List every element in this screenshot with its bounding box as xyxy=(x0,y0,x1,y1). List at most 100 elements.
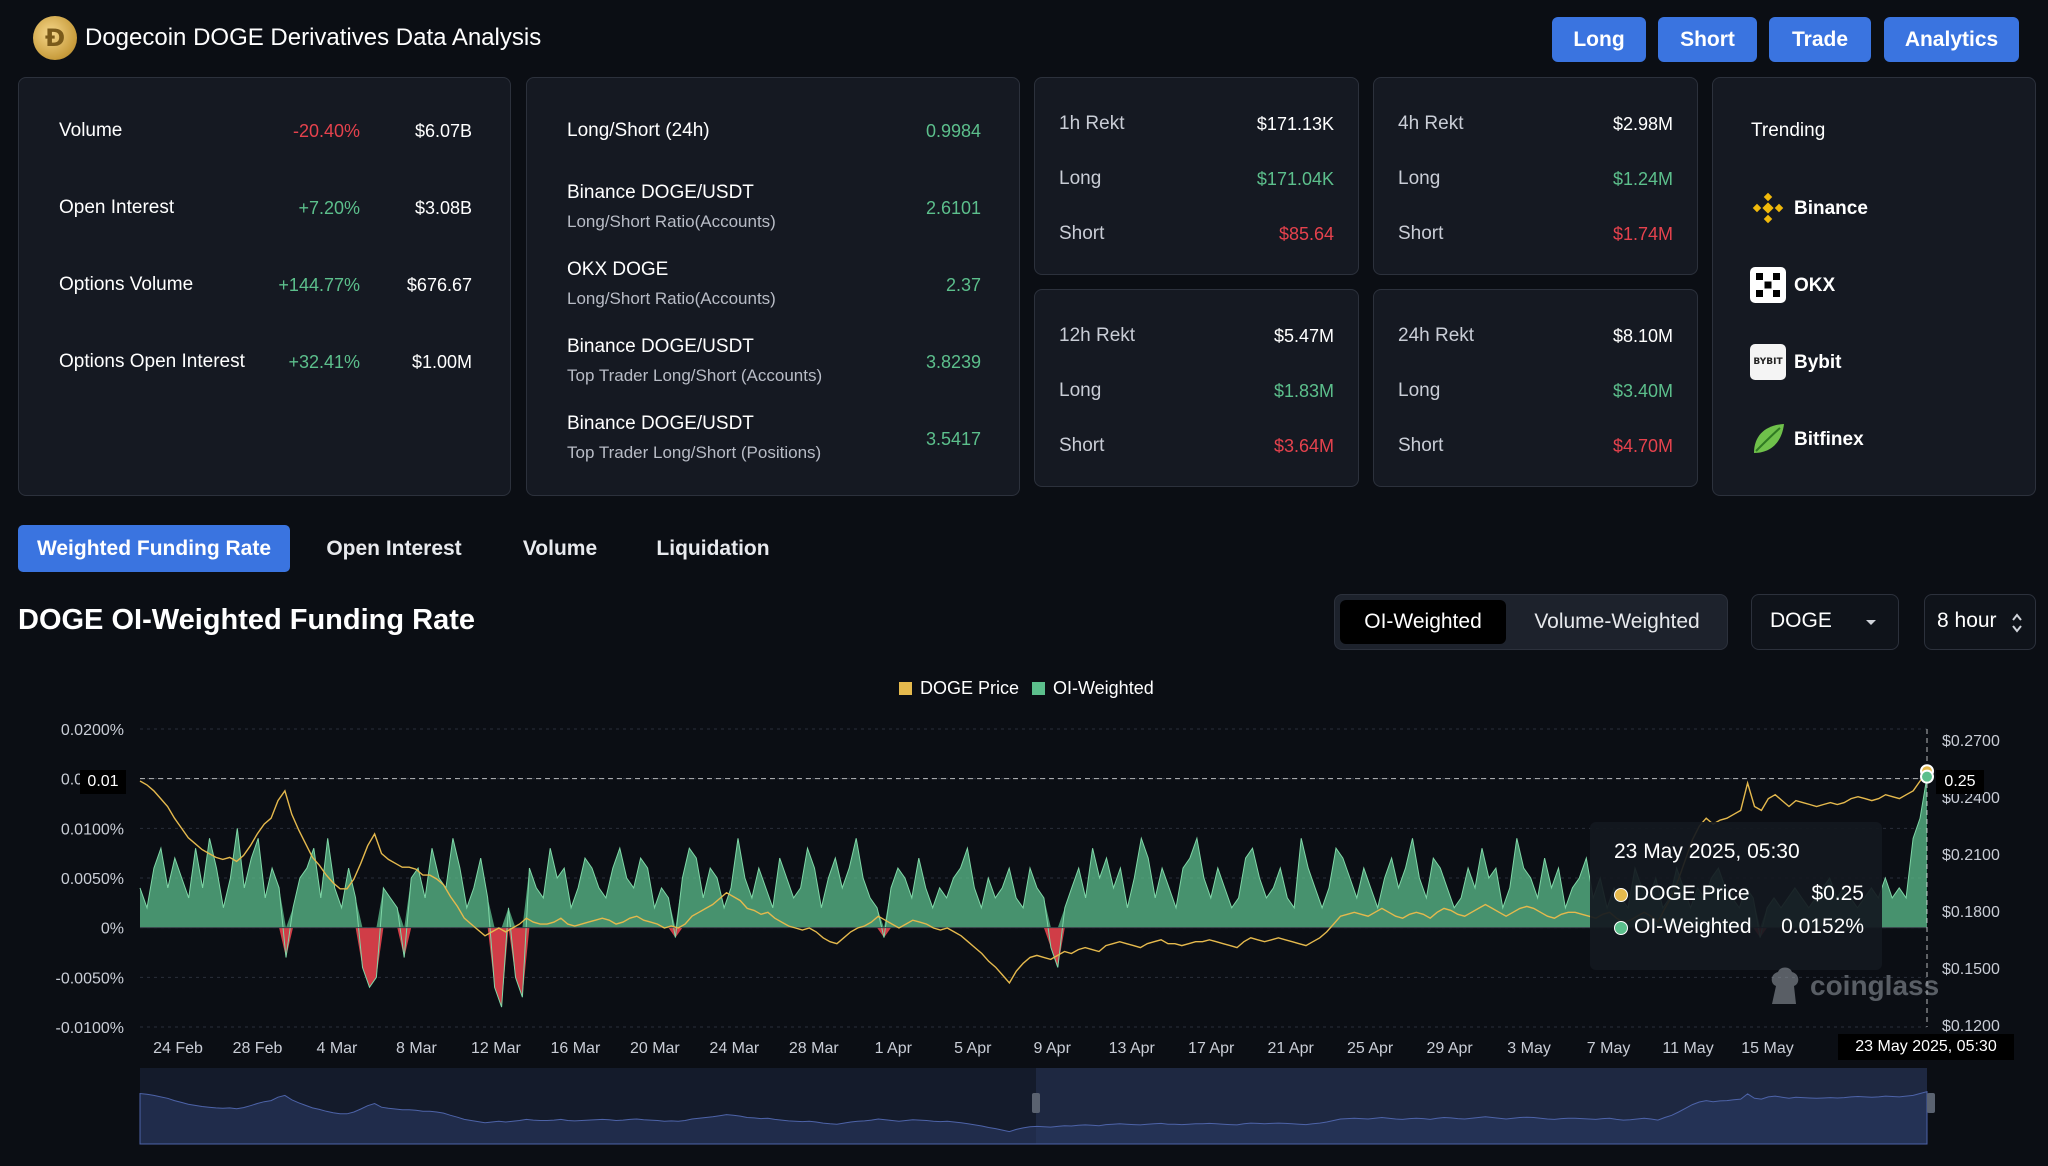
long-short-ratio-panel: Long/Short (24h) 0.9984 Binance DOGE/USD… xyxy=(526,77,1020,496)
y-right-tick-label: $0.2400 xyxy=(1942,790,2000,807)
rekt-short-label: Short xyxy=(1398,223,1444,244)
rekt-long-value: $3.40M xyxy=(1612,381,1673,401)
x-tick-label: 17 Apr xyxy=(1188,1040,1235,1057)
rekt-short-value: $4.70M xyxy=(1612,436,1673,456)
ratio-value: 2.37 xyxy=(945,275,981,295)
bybit-icon-text: BYBIT xyxy=(1753,357,1783,367)
tab-weighted-funding-rate[interactable]: Weighted Funding Rate xyxy=(18,525,290,572)
x-tick-label: 16 Mar xyxy=(550,1040,600,1057)
trending-item-okx[interactable]: OKX xyxy=(1794,275,1836,296)
crosshair-date-label: 23 May 2025, 05:30 xyxy=(1838,1034,2014,1060)
x-tick-label: 20 Mar xyxy=(630,1040,680,1057)
open-interest-value: $3.08B xyxy=(414,198,472,218)
rekt-long-value: $1.83M xyxy=(1273,381,1334,401)
rekt-total: $2.98M xyxy=(1612,114,1673,134)
volume-weighted-option[interactable]: Volume-Weighted xyxy=(1534,610,1700,633)
rekt-short-label: Short xyxy=(1059,223,1105,244)
x-tick-label: 28 Mar xyxy=(789,1040,839,1057)
rekt-long-label: Long xyxy=(1059,380,1102,401)
tab-liquidation[interactable]: Liquidation xyxy=(656,536,770,560)
ratio-label: Binance DOGE/USDT xyxy=(567,182,754,203)
bitfinex-logo-icon[interactable] xyxy=(1750,421,1786,457)
tooltip-oi-value: 0.0152% xyxy=(1781,915,1864,938)
volume-change: -20.40% xyxy=(292,121,360,141)
options-open-interest-value: $1.00M xyxy=(411,352,472,372)
options-volume-value: $676.67 xyxy=(406,275,472,295)
x-tick-label: 24 Feb xyxy=(153,1040,203,1057)
bybit-logo-icon[interactable]: BYBIT xyxy=(1750,344,1786,380)
rekt-short-value: $3.64M xyxy=(1273,436,1334,456)
oi-hover-marker xyxy=(1920,769,1934,784)
x-tick-label: 24 Mar xyxy=(709,1040,759,1057)
tooltip-oi-dot xyxy=(1614,921,1628,935)
rekt-long-label: Long xyxy=(1059,168,1102,189)
rekt-total: $171.13K xyxy=(1256,114,1334,134)
market-overview-panel: Volume -20.40% $6.07B Open Interest +7.2… xyxy=(18,77,511,496)
y-right-tick-label: $0.1800 xyxy=(1942,904,2000,921)
tab-open-interest[interactable]: Open Interest xyxy=(326,536,462,560)
crosshair-left-label: 0.01 xyxy=(80,770,126,794)
oi-weighted-option[interactable]: OI-Weighted xyxy=(1340,600,1506,644)
x-tick-label: 5 Apr xyxy=(954,1040,992,1057)
ratio-sublabel: Long/Short Ratio(Accounts) xyxy=(567,289,776,308)
trending-title: Trending xyxy=(1751,120,1826,141)
rekt-long-label: Long xyxy=(1398,380,1441,401)
trending-item-binance[interactable]: Binance xyxy=(1794,198,1868,219)
short-button[interactable]: Short xyxy=(1658,17,1757,62)
oi-weighted-positive-area xyxy=(140,776,1927,928)
legend-label-oi[interactable]: OI-Weighted xyxy=(1053,678,1154,698)
open-interest-label: Open Interest xyxy=(59,197,175,218)
coinglass-logo-icon xyxy=(1771,967,1799,1004)
x-tick-label: 12 Mar xyxy=(471,1040,521,1057)
rekt-short-label: Short xyxy=(1398,435,1444,456)
ratio-sublabel: Top Trader Long/Short (Accounts) xyxy=(567,366,823,385)
trade-button[interactable]: Trade xyxy=(1769,17,1871,62)
rekt-title: 4h Rekt xyxy=(1398,113,1464,134)
y-left-tick-label: 0% xyxy=(101,921,124,938)
page-title: Dogecoin DOGE Derivatives Data Analysis xyxy=(85,24,542,51)
okx-logo-icon[interactable] xyxy=(1750,267,1786,303)
rekt-1h-card: 1h Rekt $171.13K Long $171.04K Short $85… xyxy=(1034,77,1359,275)
rekt-title: 1h Rekt xyxy=(1059,113,1125,134)
y-right-tick-label: $0.1200 xyxy=(1942,1018,2000,1035)
oi-weighted-negative-area xyxy=(140,927,1927,1008)
trending-item-bybit[interactable]: Bybit xyxy=(1794,352,1842,373)
ratio-value: 0.9984 xyxy=(925,121,981,141)
ratio-sublabel: Top Trader Long/Short (Positions) xyxy=(567,443,822,462)
options-volume-label: Options Volume xyxy=(59,274,194,295)
x-tick-label: 21 Apr xyxy=(1268,1040,1315,1057)
doge-logo-icon: Ð xyxy=(33,16,77,60)
y-left-tick-label: -0.0050% xyxy=(56,970,125,987)
tooltip-price-dot xyxy=(1614,888,1628,902)
y-right-tick-label: $0.2100 xyxy=(1942,847,2000,864)
navigator-left-handle[interactable] xyxy=(1032,1093,1040,1113)
rekt-total: $8.10M xyxy=(1612,326,1673,346)
y-right-tick-label: $0.2700 xyxy=(1942,733,2000,750)
trending-item-bitfinex[interactable]: Bitfinex xyxy=(1794,429,1864,450)
x-tick-label: 25 Apr xyxy=(1347,1040,1394,1057)
legend-label-price[interactable]: DOGE Price xyxy=(920,678,1019,698)
ratio-value: 3.8239 xyxy=(925,352,981,372)
legend-swatch-price xyxy=(899,682,912,695)
ratio-sublabel: Long/Short Ratio(Accounts) xyxy=(567,212,776,231)
navigator-right-handle[interactable] xyxy=(1927,1093,1935,1113)
x-tick-label: 7 May xyxy=(1587,1040,1631,1057)
long-button[interactable]: Long xyxy=(1552,17,1646,62)
rekt-4h-card: 4h Rekt $2.98M Long $1.24M Short $1.74M xyxy=(1373,77,1698,275)
tooltip-price-value: $0.25 xyxy=(1811,882,1864,905)
funding-rate-chart[interactable]: DOGE Price OI-Weighted 0.0200%0.0150%0.0… xyxy=(0,660,2048,1166)
coin-select[interactable]: DOGE xyxy=(1751,594,1899,650)
binance-logo-icon[interactable] xyxy=(1750,190,1786,226)
legend-swatch-oi xyxy=(1032,682,1045,695)
ratio-value: 3.5417 xyxy=(925,429,981,449)
tab-volume[interactable]: Volume xyxy=(522,536,598,560)
crosshair-right-label: 0.25 xyxy=(1936,770,1984,794)
y-left-tick-label: 0.0100% xyxy=(61,821,124,838)
rekt-long-value: $171.04K xyxy=(1256,169,1334,189)
analytics-button[interactable]: Analytics xyxy=(1884,17,2019,62)
caret-down-icon xyxy=(1866,620,1876,625)
weighting-toggle: OI-Weighted Volume-Weighted xyxy=(1334,594,1728,650)
watermark-text: coinglass xyxy=(1810,970,1940,1001)
interval-select[interactable]: 8 hour xyxy=(1924,594,2036,650)
x-tick-label: 13 Apr xyxy=(1109,1040,1156,1057)
